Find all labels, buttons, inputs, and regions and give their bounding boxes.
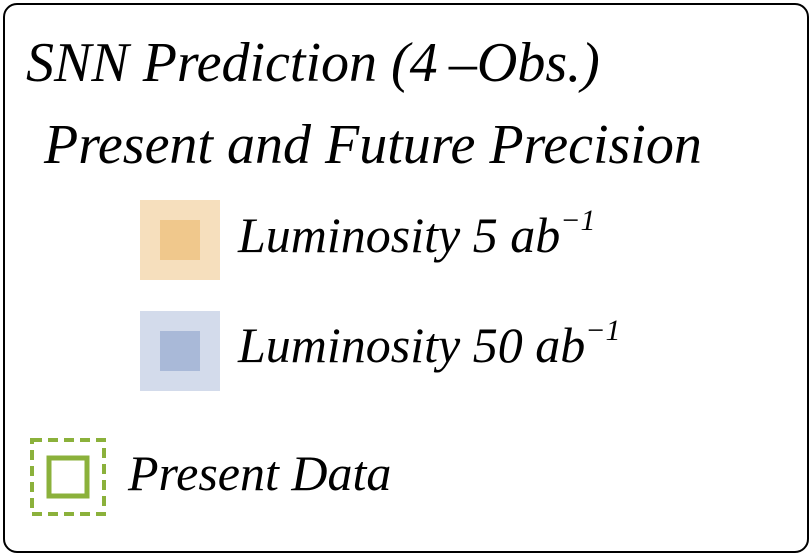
legend-label-lumi-50-sup: −1 (585, 314, 621, 348)
legend-swatch-present-data (30, 438, 106, 516)
legend-label-lumi-50-text: Luminosity 50 ab (238, 317, 586, 373)
legend-label-present-data: Present Data (128, 445, 392, 501)
legend-label-lumi-50: Luminosity 50 ab−1 (238, 315, 621, 375)
legend-swatch-lumi-5-inner (160, 220, 200, 260)
legend-title: SNN Prediction (4 –Obs.) (26, 32, 600, 94)
legend-swatch-lumi-50-inner (160, 331, 200, 371)
legend-label-lumi-5-sup: −1 (560, 204, 596, 238)
legend-label-lumi-5: Luminosity 5 ab−1 (238, 205, 596, 265)
legend-subtitle: Present and Future Precision (44, 114, 702, 176)
legend-label-lumi-5-text: Luminosity 5 ab (238, 207, 561, 263)
present-data-dashed-border (30, 438, 106, 516)
present-data-inner-square (46, 455, 90, 499)
legend-swatch-lumi-50 (140, 311, 220, 391)
legend-box (3, 3, 809, 553)
legend-swatch-lumi-5 (140, 200, 220, 280)
